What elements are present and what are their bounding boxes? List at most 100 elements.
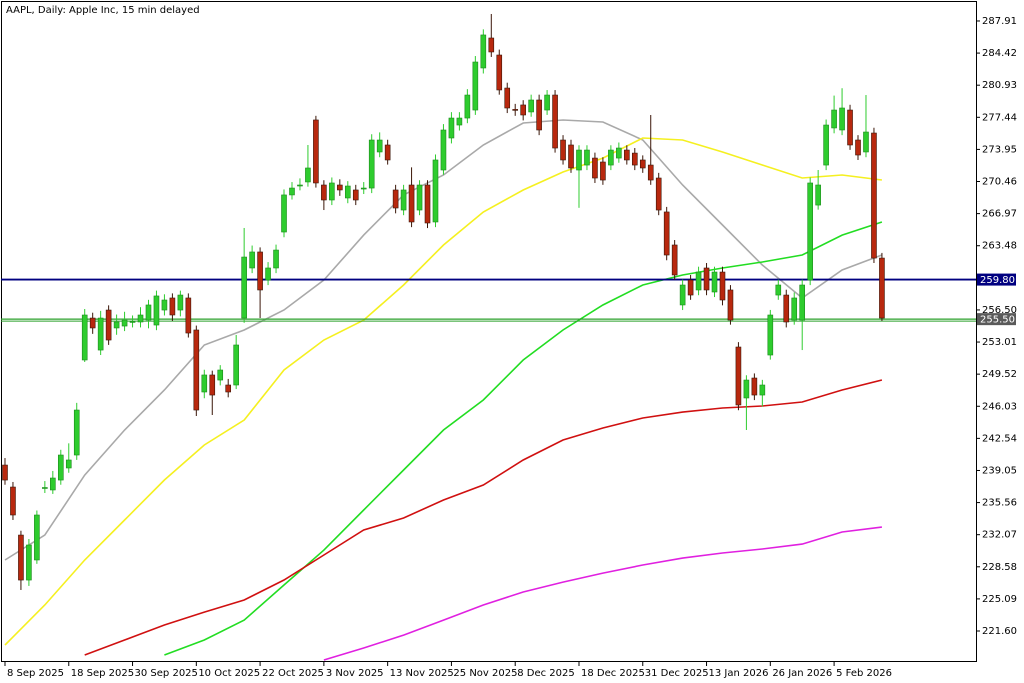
candle-body xyxy=(711,271,718,293)
y-tick-label: 225.09 xyxy=(982,594,1017,605)
candle-body xyxy=(647,164,654,181)
y-tick-label: 277.44 xyxy=(982,112,1017,123)
candle-body xyxy=(177,294,184,311)
candle-body xyxy=(600,161,606,181)
candle-body xyxy=(655,177,662,211)
candle-body xyxy=(608,149,614,166)
candle-body xyxy=(201,374,208,393)
candle-body xyxy=(512,109,519,111)
candle-body xyxy=(297,184,303,187)
candle-body xyxy=(42,487,48,489)
candle-body xyxy=(368,139,375,189)
candle-body xyxy=(337,184,343,191)
candle-body xyxy=(719,271,726,301)
candle-body xyxy=(871,132,877,259)
candle-body xyxy=(639,159,646,169)
y-tick-label: 266.97 xyxy=(982,209,1017,220)
candle-body xyxy=(592,157,598,179)
price-level-box xyxy=(977,313,1016,326)
candle-body xyxy=(456,117,463,126)
x-tick-label: 10 Oct 2025 xyxy=(198,668,260,679)
plot-frame xyxy=(1,1,977,662)
candle-body xyxy=(50,477,56,491)
candle-body xyxy=(504,87,511,109)
candle-body xyxy=(26,544,32,581)
x-tick-label: 13 Nov 2025 xyxy=(390,668,454,679)
moving-average-line xyxy=(4,137,882,646)
candle-body xyxy=(305,167,311,183)
candle-body xyxy=(313,119,319,184)
y-tick-label: 239.05 xyxy=(982,465,1017,476)
candle-body xyxy=(528,99,534,113)
candle-body xyxy=(775,284,782,296)
candle-body xyxy=(329,182,335,201)
candle-body xyxy=(496,54,503,91)
candle-body xyxy=(225,384,232,393)
candle-body xyxy=(879,257,885,319)
candle-body xyxy=(432,159,439,223)
x-tick-label: 18 Dec 2025 xyxy=(581,668,645,679)
candle-body xyxy=(472,61,479,111)
candle-body xyxy=(376,139,383,153)
moving-average-line xyxy=(164,221,883,656)
candle-body xyxy=(863,131,869,153)
x-tick-label: 18 Sep 2025 xyxy=(71,668,134,679)
candle-body xyxy=(34,514,40,561)
candle-body xyxy=(121,319,128,327)
y-tick-label: 273.95 xyxy=(982,144,1017,155)
candle-body xyxy=(424,184,431,224)
x-tick-label: 22 Oct 2025 xyxy=(262,668,324,679)
moving-average-line xyxy=(323,526,882,661)
price-level-label: 255.50 xyxy=(980,315,1015,326)
candle-body xyxy=(384,144,391,161)
chart-title: AAPL, Daily: Apple Inc, 15 min delayed xyxy=(6,5,200,16)
candle-body xyxy=(18,534,24,581)
candle-body xyxy=(584,149,590,166)
candle-body xyxy=(2,464,8,481)
candle-body xyxy=(679,284,686,306)
candle-body xyxy=(113,321,120,329)
candle-body xyxy=(783,294,790,323)
candle-body xyxy=(440,129,447,171)
candle-body xyxy=(767,314,774,356)
y-tick-label: 256.50 xyxy=(982,305,1017,316)
candle-body xyxy=(631,152,638,166)
y-tick-label: 232.07 xyxy=(982,530,1017,541)
candle-body xyxy=(560,139,566,161)
x-tick-label: 8 Dec 2025 xyxy=(517,668,575,679)
candle-body xyxy=(360,187,367,190)
x-tick-label: 3 Nov 2025 xyxy=(326,668,384,679)
axis-labels: 287.91 284.42 280.93 277.44 273.95 270.46 266.… xyxy=(4,16,1017,679)
x-tick-label: 31 Dec 2025 xyxy=(645,668,709,679)
candle-body xyxy=(129,321,136,323)
y-tick-label: 253.01 xyxy=(982,337,1017,348)
y-tick-label: 280.93 xyxy=(982,80,1017,91)
y-tick-label: 235.56 xyxy=(982,498,1017,509)
candle-body xyxy=(807,182,813,281)
candle-body xyxy=(671,244,678,276)
x-tick-label: 30 Sep 2025 xyxy=(135,668,198,679)
moving-average-line xyxy=(84,379,883,656)
candle-body xyxy=(568,144,574,169)
candle-body xyxy=(544,94,550,111)
candle-body xyxy=(145,304,152,321)
candle-body xyxy=(552,94,558,149)
x-tick-label: 13 Jan 2026 xyxy=(709,668,769,679)
y-tick-label: 221.60 xyxy=(982,626,1017,637)
candle-body xyxy=(273,249,279,269)
candle-body xyxy=(759,384,766,396)
candle-body xyxy=(105,309,112,341)
candle-body xyxy=(344,185,351,199)
candle-body xyxy=(687,279,694,296)
x-tick-label: 26 Jan 2026 xyxy=(772,668,832,679)
moving-average-line xyxy=(4,119,883,561)
candle-body xyxy=(408,184,415,223)
candle-body xyxy=(815,184,821,206)
candle-body xyxy=(751,377,758,396)
y-tick-label: 263.48 xyxy=(982,241,1017,252)
candle-body xyxy=(847,109,853,146)
candle-body xyxy=(209,374,216,396)
y-tick-label: 228.58 xyxy=(982,562,1017,573)
